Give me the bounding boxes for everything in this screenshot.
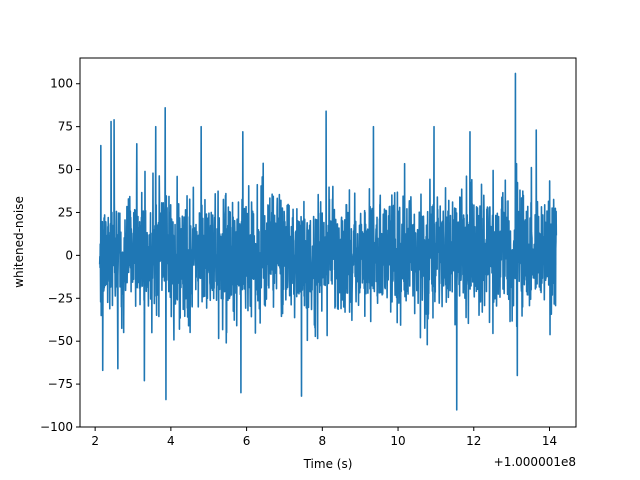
axes-frame — [79, 57, 577, 428]
x-tick-label: 4 — [167, 434, 175, 448]
x-axis-label: Time (s) — [303, 457, 353, 471]
x-axis-offset-label: +1.000001e8 — [494, 455, 576, 469]
y-tick-label: −25 — [48, 291, 73, 305]
y-tick-label: 50 — [58, 163, 73, 177]
x-tick-label: 8 — [319, 434, 327, 448]
x-tick-label: 6 — [243, 434, 251, 448]
y-tick-label: 25 — [58, 205, 73, 219]
y-axis-label: whitened-noise — [12, 196, 26, 288]
x-tick-label: 2 — [91, 434, 99, 448]
x-tick-label: 10 — [390, 434, 405, 448]
y-tick-label: −100 — [40, 420, 73, 434]
x-tick-label: 12 — [466, 434, 481, 448]
y-tick-label: 75 — [58, 120, 73, 134]
series-layer — [98, 72, 558, 411]
x-axis: 2 4 6 8 10 12 14 — [91, 427, 557, 448]
x-tick-label: 14 — [542, 434, 557, 448]
y-tick-label: 0 — [65, 248, 73, 262]
y-tick-label: −50 — [48, 334, 73, 348]
series-line — [98, 72, 558, 411]
y-tick-label: −75 — [48, 377, 73, 391]
y-tick-label: 100 — [50, 77, 73, 91]
y-axis: −100 −75 −50 −25 0 25 50 75 100 — [40, 77, 80, 434]
plot-area — [79, 57, 577, 428]
